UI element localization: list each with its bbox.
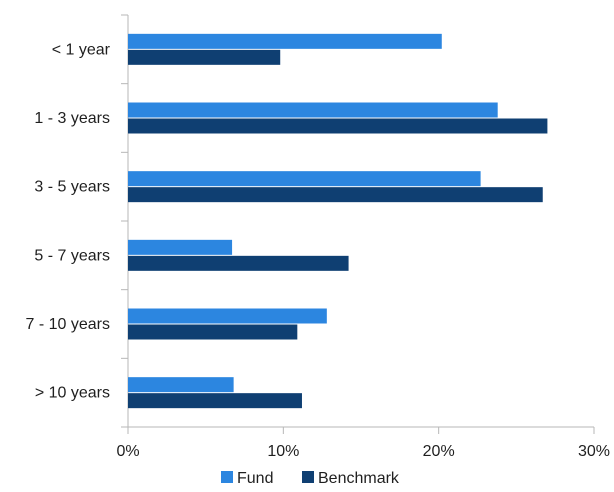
x-tick-label: 20% [423,443,455,460]
fund-bar [128,171,481,187]
legend-label: Fund [237,470,273,487]
benchmark-bar [128,118,548,134]
legend-label: Benchmark [318,470,400,487]
legend-swatch [221,471,233,483]
fund-bar [128,239,233,255]
benchmark-bar [128,255,349,271]
benchmark-bar [128,324,298,340]
category-label: 5 - 7 years [34,247,110,264]
benchmark-bar [128,393,302,409]
x-tick-label: 30% [578,443,610,460]
benchmark-bar [128,49,281,65]
benchmark-bar [128,187,543,203]
category-label: > 10 years [35,385,110,402]
fund-bar [128,102,498,118]
category-label: 3 - 5 years [34,179,110,196]
fund-bar [128,377,234,393]
fund-bar [128,33,442,49]
x-tick-label: 0% [116,443,139,460]
category-label: < 1 year [52,41,111,58]
category-label: 1 - 3 years [34,110,110,127]
x-tick-label: 10% [267,443,299,460]
legend-swatch [302,471,314,483]
fund-bar [128,308,327,324]
category-label: 7 - 10 years [26,316,110,333]
